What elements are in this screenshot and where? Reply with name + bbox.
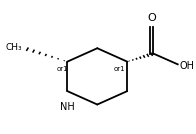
Text: OH: OH	[180, 61, 195, 71]
Text: or1: or1	[57, 66, 68, 72]
Text: or1: or1	[114, 66, 126, 72]
Text: O: O	[148, 13, 156, 23]
Text: NH: NH	[60, 102, 75, 112]
Text: CH₃: CH₃	[6, 43, 23, 52]
